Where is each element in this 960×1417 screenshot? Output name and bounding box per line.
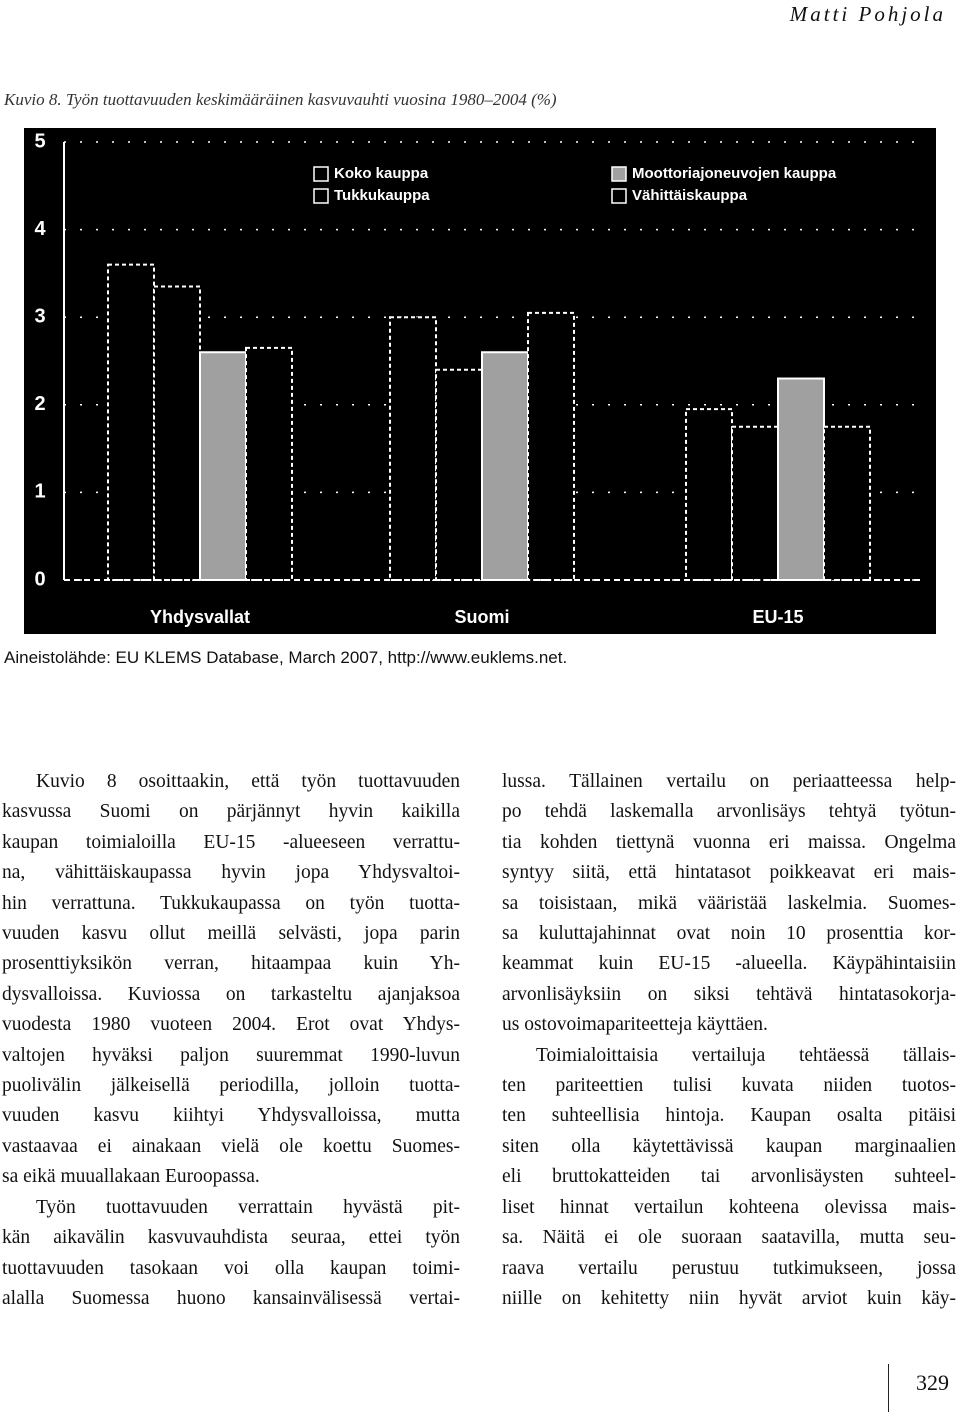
text-line: tuottavuuden tasokaan voi olla kaupan to… — [2, 1257, 460, 1279]
bar — [823, 425, 871, 582]
running-head: Matti Pohjola — [789, 2, 946, 26]
bar — [527, 311, 575, 581]
text-line: keammat kuin EU-15 -alueella. Käypähinta… — [502, 953, 956, 975]
text-line: tia kohden tiettynä vuonna eri maissa. O… — [502, 831, 956, 853]
bar — [199, 351, 247, 581]
text-line: us ostovoimapariteetteja käyttäen. — [502, 1014, 768, 1036]
text-line: liset hinnat vertailun kohteena olevissa… — [502, 1196, 956, 1218]
text-line: dysvalloissa. Kuviossa on tarkasteltu aj… — [2, 983, 460, 1005]
y-tick-label: 0 — [34, 568, 45, 590]
text-line: sa. Näitä ei ole suoraan saatavilla, mut… — [502, 1227, 956, 1249]
text-column: lussa. Tällainen vertailu on periaattees… — [502, 767, 956, 1314]
x-tick-label: Suomi — [454, 607, 509, 627]
y-tick-label: 4 — [34, 218, 46, 240]
legend-label: Koko kauppa — [334, 165, 429, 182]
y-tick-label: 1 — [34, 481, 45, 503]
bar — [481, 351, 529, 581]
text-line: arvonlisäyksiin on siksi tehtävä hintata… — [502, 983, 956, 1005]
text-line: ten suhteellisia hintoja. Kaupan osalta … — [502, 1105, 956, 1127]
x-tick-label: EU-15 — [752, 607, 803, 627]
legend-swatch — [611, 166, 627, 182]
x-tick-label: Yhdysvallat — [150, 607, 250, 627]
text-line: vuodesta 1980 vuoteen 2004. Erot ovat Yh… — [2, 1014, 460, 1036]
chart: 0 1 2 3 4 5 Yhdysvallat Suomi EU-15 Koko kauppa Tu… — [24, 128, 936, 634]
y-tick-label: 2 — [34, 393, 45, 415]
legend-label: Moottoriajoneuvojen kauppa — [632, 165, 837, 182]
legend-swatch — [313, 188, 329, 204]
text-line: niille on kehitetty niin hyvät arviot ku… — [502, 1287, 956, 1309]
text-line: hin verrattuna. Tukkukaupassa on työn tu… — [2, 892, 460, 914]
bar — [389, 316, 437, 581]
text-line: na, vähittäiskaupassa hyvin jopa Yhdysva… — [2, 862, 460, 884]
text-line: raava vertailu perustuu tutkimukseen, jo… — [502, 1257, 956, 1279]
bar — [153, 285, 201, 581]
text-line: puolivälin jälkeisellä periodilla, jollo… — [2, 1075, 460, 1097]
y-tick-label: 3 — [34, 305, 45, 327]
text-line: prosenttiyksikön verran, hitaampaa kuin … — [2, 953, 460, 975]
page-number: 329 — [916, 1370, 949, 1395]
figure-caption: Kuvio 8. Työn tuottavuuden keskimääräine… — [4, 90, 557, 109]
bar — [777, 377, 825, 581]
text-line: sa toisistaan, mikä vääristää laskelmia.… — [502, 892, 956, 914]
text-line: vastaavaa ei ainakaan vielä ole koettu S… — [2, 1135, 460, 1157]
text-line: vuuden kasvu kiihtyi Yhdysvalloissa, mut… — [2, 1105, 460, 1127]
figure-source: Aineistolähde: EU KLEMS Database, March … — [4, 648, 568, 667]
text-line: Toimialoittaisia vertailuja tehtäessä tä… — [536, 1044, 956, 1066]
text-line: vuuden kasvu ollut meillä selvästi, jopa… — [2, 923, 460, 945]
bar — [685, 408, 733, 581]
text-line: lussa. Tällainen vertailu on periaattees… — [502, 771, 956, 792]
text-line: sa kuluttajahinnat ovat noin 10 prosentt… — [502, 923, 956, 945]
text-line: kasvussa Suomi on pärjännyt hyvin kaikil… — [2, 801, 460, 823]
legend-label: Tukkukauppa — [334, 187, 430, 204]
text-line: kän aikavälin kasvuvauhdista seuraa, ett… — [2, 1227, 460, 1249]
bar — [245, 346, 293, 581]
text-line: ten pariteettien tulisi kuvata niiden tu… — [502, 1075, 956, 1097]
bar — [107, 263, 155, 581]
text-column: Kuvio 8 osoittaakin, että työn tuottavuu… — [2, 767, 460, 1314]
text-line: syntyy siitä, että hintatasot poikkeavat… — [502, 862, 956, 884]
text-line: eli bruttokatteiden tai arvonlisäysten s… — [502, 1166, 956, 1188]
text-line: kaupan toimialoilla EU-15 -alueeseen ver… — [2, 831, 460, 853]
legend-swatch — [611, 188, 627, 204]
text-line: Kuvio 8 osoittaakin, että työn tuottavuu… — [36, 771, 460, 792]
legend-label: Vähittäiskauppa — [632, 187, 748, 204]
bar — [435, 368, 483, 581]
text-line: alalla Suomessa huono kansainvälisessä v… — [2, 1287, 460, 1309]
text-line: sa eikä muuallakaan Euroopassa. — [2, 1166, 260, 1188]
legend-swatch — [313, 166, 329, 182]
text-line: siten olla käytettävissä kaupan marginaa… — [502, 1135, 956, 1157]
bar — [731, 425, 779, 582]
y-tick-label: 5 — [34, 130, 45, 152]
page-rule — [888, 1364, 889, 1412]
text-line: Työn tuottavuuden verrattain hyvästä pit… — [36, 1196, 460, 1218]
text-line: valtojen hyväksi paljon suuremmat 1990-l… — [2, 1044, 460, 1066]
text-line: po tehdä laskemalla arvonlisäys tehtyä t… — [502, 801, 956, 823]
